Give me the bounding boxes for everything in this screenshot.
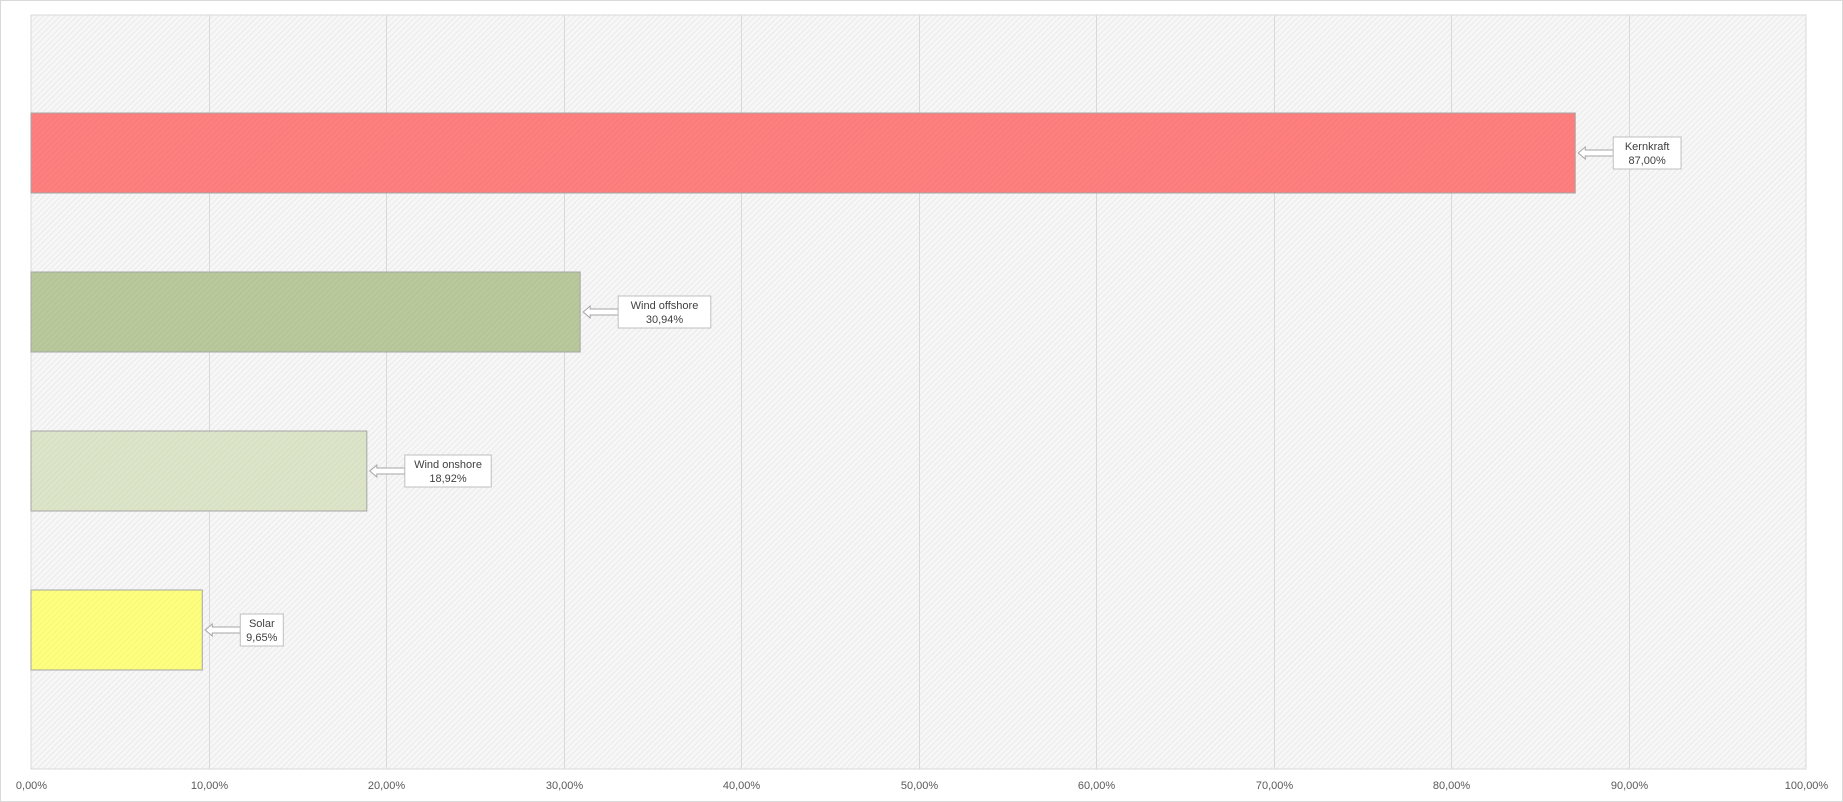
data-label-wind-onshore: Wind onshore 18,92% [369, 454, 492, 488]
x-tick-label: 30,00% [546, 780, 584, 792]
x-tick-label: 70,00% [1256, 780, 1294, 792]
x-tick-label: 60,00% [1078, 780, 1116, 792]
callout-box [404, 454, 492, 488]
x-axis: 0,00% 10,00% 20,00% 30,00% 40,00% 50,00% 60,00… [16, 780, 1829, 792]
x-tick-label: 10,00% [191, 780, 229, 792]
x-tick-label: 80,00% [1433, 780, 1471, 792]
bars [30, 112, 1576, 671]
data-label-value: 9,65% [246, 632, 277, 644]
data-label-value: 18,92% [429, 473, 467, 485]
callout-box [239, 613, 284, 647]
data-label-category: Kernkraft [1625, 141, 1670, 153]
data-label-category: Wind onshore [414, 459, 482, 471]
data-label-solar: Solar 9,65% [204, 613, 284, 647]
callout-box [1612, 136, 1682, 170]
x-tick-label: 40,00% [723, 780, 761, 792]
bar-texture [31, 590, 203, 670]
callout-box [617, 295, 712, 329]
x-tick-label: 90,00% [1611, 780, 1649, 792]
x-tick-label: 50,00% [901, 780, 939, 792]
data-label-kernkraft: Kernkraft 87,00% [1577, 136, 1682, 170]
bar-texture [31, 113, 1576, 193]
data-label-value: 87,00% [1628, 155, 1666, 167]
bar-texture [31, 272, 581, 352]
data-label-wind-offshore: Wind offshore 30,94% [582, 295, 712, 329]
data-label-value: 30,94% [646, 314, 684, 326]
data-label-category: Solar [249, 618, 275, 630]
x-tick-label: 100,00% [1785, 780, 1829, 792]
x-tick-label: 20,00% [368, 780, 406, 792]
x-tick-label: 0,00% [16, 780, 47, 792]
bar-texture [31, 431, 367, 511]
data-label-category: Wind offshore [631, 300, 699, 312]
